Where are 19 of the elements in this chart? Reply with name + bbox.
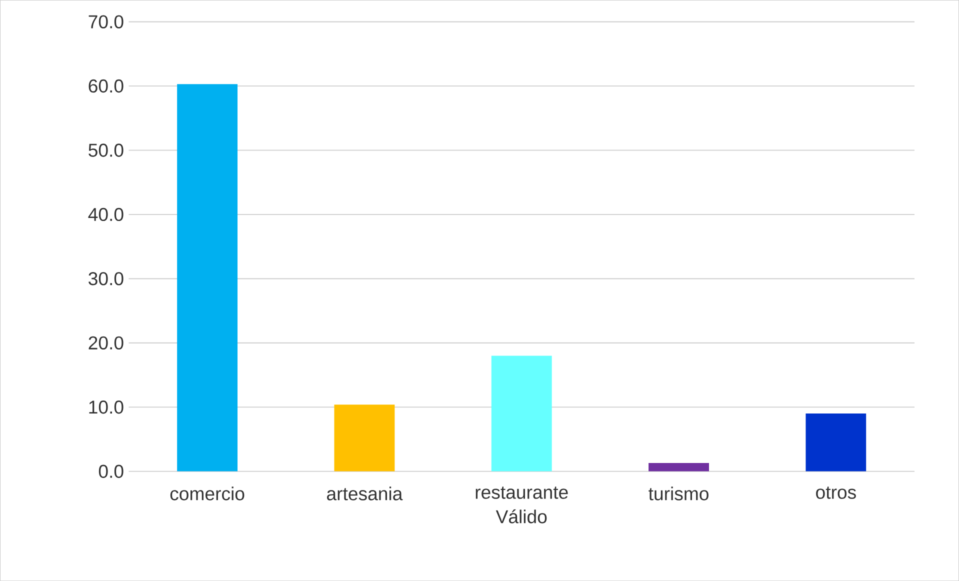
y-tick-label: 30.0: [88, 272, 124, 286]
bar: [648, 462, 710, 472]
x-tick-label: otros: [816, 486, 856, 499]
x-tick-label: turismo: [648, 486, 708, 500]
x-tick-label: restaurante: [476, 486, 568, 499]
bar: [491, 356, 552, 472]
bar: [177, 84, 238, 472]
bar: [334, 404, 395, 472]
y-tick-label: 60.0: [88, 79, 124, 93]
y-tick-label: 40.0: [88, 208, 124, 221]
x-axis-title: Válido: [496, 509, 547, 524]
x-tick-label: comercio: [170, 486, 244, 500]
y-tick-label: 10.0: [89, 400, 124, 414]
y-tick-label: 20.0: [88, 336, 124, 350]
x-tick-label: artesania: [327, 486, 403, 500]
y-tick-label: 70.0: [88, 15, 124, 28]
bar: [806, 413, 866, 472]
y-tick-label: 50.0: [88, 144, 124, 157]
y-tick-label: 0.0: [98, 464, 124, 478]
